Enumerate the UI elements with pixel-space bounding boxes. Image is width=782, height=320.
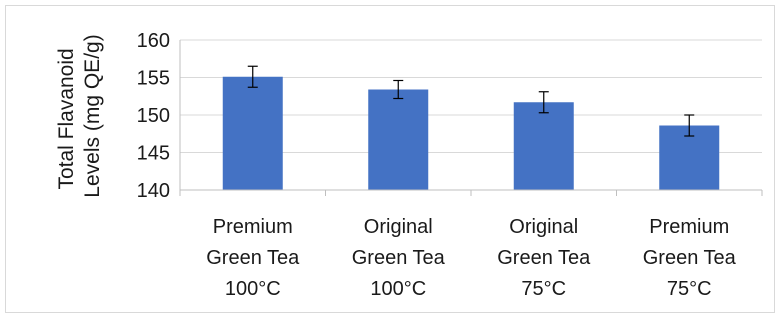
y-axis-title: Total Flavanoid Levels (mg QE/g) — [55, 34, 104, 197]
y-tick-label: 160 — [137, 30, 170, 52]
bar — [513, 102, 574, 190]
bar — [368, 89, 429, 190]
x-category-label: Premium Green Tea 75°C — [643, 216, 737, 300]
x-category-label-line: Original — [509, 216, 578, 238]
x-category-labels: Premium Green Tea 100°C Original Green Tea 10… — [206, 216, 736, 300]
x-category-label-line: Green Tea — [497, 247, 591, 269]
x-category-label: Original Green Tea 100°C — [352, 216, 446, 300]
y-tick-label: 140 — [137, 180, 170, 202]
x-category-label-line: 75°C — [667, 278, 712, 300]
y-tick-labels: 140 145 150 155 160 — [137, 30, 170, 202]
x-category-label: Premium Green Tea 100°C — [206, 216, 300, 300]
x-category-label-line: 100°C — [370, 278, 426, 300]
bar — [222, 76, 283, 190]
bars — [222, 76, 720, 190]
x-category-label-line: 100°C — [225, 278, 281, 300]
error-bars — [247, 65, 695, 137]
y-tick-label: 145 — [137, 143, 170, 165]
y-tick-label: 155 — [137, 68, 170, 90]
y-tick-label: 150 — [137, 105, 170, 127]
x-category-label-line: 75°C — [521, 278, 566, 300]
axes — [179, 40, 763, 196]
x-category-label-line: Green Tea — [352, 247, 446, 269]
x-category-label: Original Green Tea 75°C — [497, 216, 591, 300]
x-category-label-line: Green Tea — [206, 247, 300, 269]
x-category-label-line: Premium — [213, 216, 293, 238]
y-axis-title-line-2: Levels (mg QE/g) — [81, 34, 104, 197]
x-category-label-line: Premium — [649, 216, 729, 238]
y-axis-title-line-1: Total Flavanoid — [55, 48, 78, 189]
x-category-label-line: Original — [364, 216, 433, 238]
x-category-label-line: Green Tea — [643, 247, 737, 269]
